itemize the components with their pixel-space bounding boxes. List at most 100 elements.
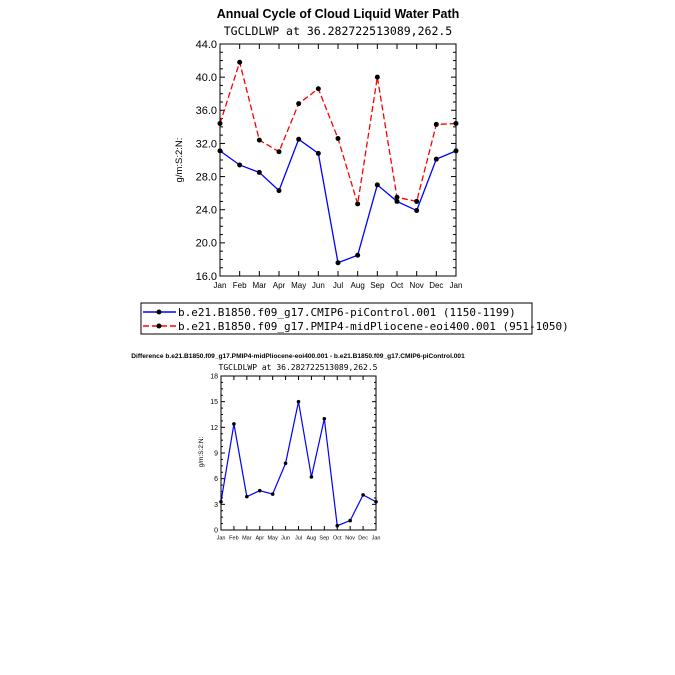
x-tick-label: Aug [351, 281, 365, 290]
data-point [296, 136, 302, 142]
series-line-0 [220, 401, 377, 527]
data-point [276, 149, 282, 155]
x-tick-label: Jul [295, 536, 302, 542]
x-tick-label: Mar [242, 536, 252, 542]
x-tick-label: Feb [233, 281, 247, 290]
x-tick-label: Jan [214, 281, 227, 290]
data-point [374, 182, 380, 188]
chart-1-subtitle: TGCLDLWP at 36.282722513089,262.5 [224, 24, 452, 38]
x-tick-label: Sep [319, 536, 329, 542]
chart-1-legend: b.e21.B1850.f09_g17.CMIP6-piControl.001 … [140, 302, 569, 335]
y-tick-label: 9 [214, 450, 218, 457]
chart-1-plot-frame [219, 43, 457, 277]
data-point [256, 137, 262, 143]
x-tick-label: Aug [307, 536, 317, 542]
data-point [270, 492, 275, 496]
legend-marker-pliocene [156, 323, 162, 329]
data-point [315, 86, 321, 92]
x-tick-label: Apr [273, 281, 286, 290]
x-tick-label: May [267, 536, 278, 542]
y-tick-label: 3 [214, 502, 218, 509]
x-tick-label: Dec [429, 281, 443, 290]
legend-label-control: b.e21.B1850.f09_g17.CMIP6-piControl.001 … [178, 306, 516, 319]
y-tick-label: 36.0 [196, 105, 217, 117]
data-point [361, 493, 365, 497]
data-point [374, 74, 380, 80]
data-point [245, 494, 249, 499]
series-line-1 [219, 59, 457, 205]
legend-marker-control [156, 309, 162, 315]
legend-box [140, 302, 533, 335]
data-point [322, 416, 327, 421]
x-tick-label: Mar [252, 281, 266, 290]
y-tick-label: 32.0 [196, 138, 217, 150]
data-point [433, 121, 439, 127]
data-point [394, 194, 400, 200]
data-point [232, 422, 236, 426]
y-tick-label: 12 [210, 425, 218, 432]
chart-2: Difference b.e21.B1850.f09_g17.PMIP4-mid… [131, 353, 465, 542]
data-point [256, 169, 262, 175]
data-point [315, 150, 321, 156]
chart-2-ylabel: g/m:S:2:N: [198, 436, 205, 467]
x-tick-label: Nov [345, 536, 355, 542]
chart-2-subtitle: TGCLDLWP at 36.282722513089,262.5 [219, 363, 378, 372]
chart-1: Annual Cycle of Cloud Liquid Water Path … [140, 7, 569, 335]
x-tick-label: Jul [333, 281, 343, 290]
y-tick-label: 44.0 [196, 39, 217, 51]
chart-1-y-tick-labels: 16.0 20.0 24.0 28.0 32.0 36.0 40.0 44.0 [196, 39, 217, 283]
data-point [296, 101, 302, 107]
x-tick-label: Oct [333, 536, 342, 542]
chart-1-x-tick-labels: Jan Feb Mar Apr May Jun Jul Aug Sep Oct Nov Dec Jan [214, 281, 463, 290]
chart-1-ylabel: g/m:S:2:N: [174, 138, 185, 183]
chart-2-y-tick-labels: 0 3 6 9 12 15 18 [210, 373, 218, 534]
x-tick-label: Oct [391, 281, 404, 290]
data-point [335, 523, 340, 528]
data-point [355, 201, 361, 207]
x-tick-label: Jan [450, 281, 463, 290]
chart-1-title: Annual Cycle of Cloud Liquid Water Path [217, 7, 460, 21]
data-point [433, 156, 439, 162]
chart-2-axes [220, 375, 377, 531]
series-line-0 [219, 138, 457, 264]
chart-1-axes [219, 43, 457, 277]
y-tick-label: 16.0 [196, 271, 217, 283]
chart-2-title: Difference b.e21.B1850.f09_g17.PMIP4-mid… [131, 353, 465, 360]
data-point [335, 260, 341, 266]
chart-1-series [217, 59, 459, 266]
data-point [237, 162, 243, 168]
x-tick-label: Nov [410, 281, 424, 290]
x-tick-label: Sep [370, 281, 385, 290]
data-point [283, 461, 288, 466]
x-tick-label: Jan [372, 536, 381, 542]
y-tick-label: 28.0 [196, 171, 217, 183]
x-tick-label: Apr [255, 536, 264, 542]
chart-2-plot-frame [220, 375, 377, 531]
data-point [309, 475, 314, 479]
y-tick-label: 40.0 [196, 72, 217, 84]
chart-2-series [219, 399, 378, 528]
y-tick-label: 15 [210, 399, 218, 406]
legend-label-pliocene: b.e21.B1850.f09_g17.PMIP4-midPliocene-eo… [178, 320, 569, 333]
y-tick-label: 6 [214, 476, 218, 483]
data-point [335, 135, 341, 141]
x-tick-label: Jan [217, 536, 226, 542]
data-point [296, 399, 301, 404]
x-tick-label: Jun [312, 281, 325, 290]
y-tick-label: 20.0 [196, 238, 217, 250]
data-point [394, 198, 400, 204]
y-tick-label: 24.0 [196, 205, 217, 217]
data-point [257, 488, 262, 493]
x-tick-label: May [291, 281, 306, 290]
data-point [348, 518, 352, 523]
data-point [237, 59, 243, 65]
data-point [414, 208, 420, 214]
x-tick-label: Feb [229, 536, 238, 542]
data-point [414, 198, 420, 204]
data-point [355, 252, 361, 258]
chart-2-x-tick-labels: Jan Feb Mar Apr May Jun Jul Aug Sep Oct Nov Dec Jan [217, 536, 381, 542]
y-tick-label: 0 [214, 527, 218, 534]
y-tick-label: 18 [210, 373, 218, 380]
data-point [276, 188, 282, 194]
